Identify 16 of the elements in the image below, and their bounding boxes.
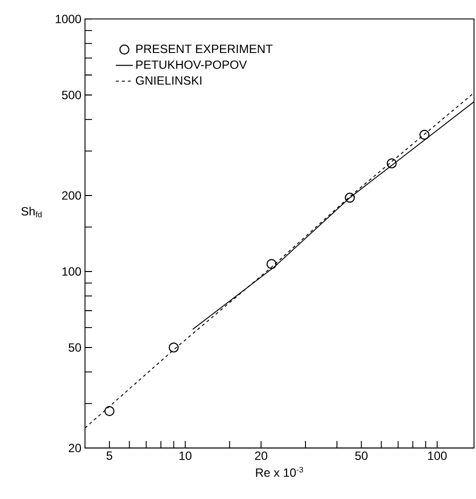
y-tick-label: 200 <box>62 191 82 200</box>
y-tick-label: 50 <box>68 343 82 352</box>
x-tick-label: 100 <box>428 452 447 460</box>
legend-label: GNIELINSKI <box>136 76 202 85</box>
legend-label: PETUKHOV-POPOV <box>136 60 247 69</box>
y-tick-label: 1000 <box>56 14 82 24</box>
y-tick-label: 20 <box>68 444 82 452</box>
x-tick-label: 50 <box>355 452 368 460</box>
y-tick-label: 100 <box>62 267 82 276</box>
x-tick-label: 5 <box>106 452 112 460</box>
x-tick-label: 20 <box>255 452 268 460</box>
y-axis-title: Sh$_{fd}$ <box>21 206 42 218</box>
y-tick-label: 500 <box>62 90 82 100</box>
legend-label: PRESENT EXPERIMENT <box>136 44 273 54</box>
x-axis-title: Re x 10$^{-3}$ <box>256 466 304 477</box>
x-tick-label: 10 <box>180 452 192 460</box>
